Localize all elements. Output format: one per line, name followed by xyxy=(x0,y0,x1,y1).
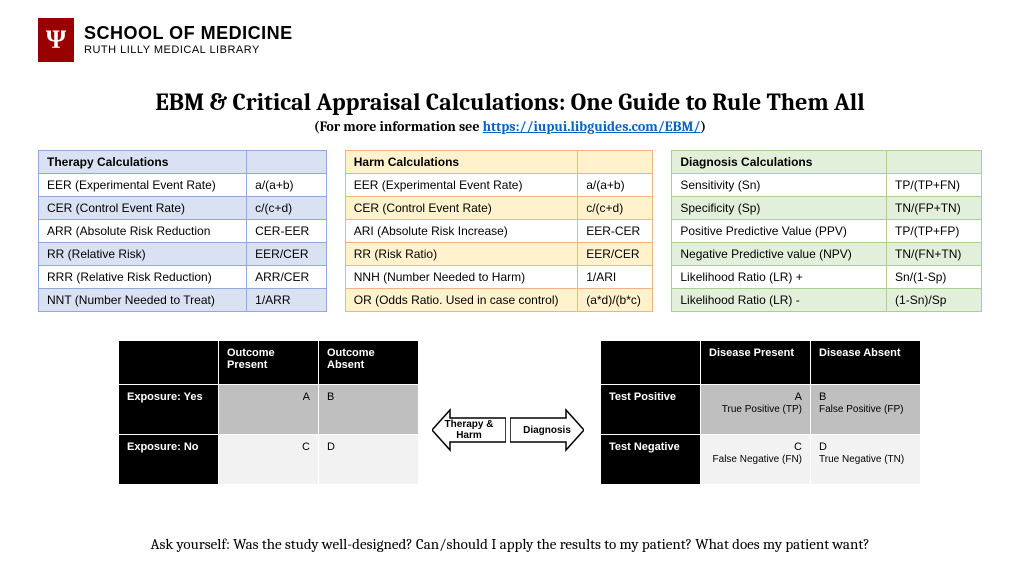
grid-cell-sub: True Positive (TP) xyxy=(722,404,802,415)
table-cell: ARR/CER xyxy=(247,266,327,289)
table-cell: (a*d)/(b*c) xyxy=(578,289,653,312)
grid-row-header: Test Negative xyxy=(601,435,701,485)
grid-cell: B xyxy=(327,391,334,403)
grid-col-header: Disease Absent xyxy=(811,341,921,385)
grid-col-header: Outcome Absent xyxy=(319,341,419,385)
grid-col-header: Disease Present xyxy=(701,341,811,385)
grid-cell: C xyxy=(794,441,802,453)
table-cell: EER/CER xyxy=(578,243,653,266)
table-cell: TN/(FP+TN) xyxy=(887,197,982,220)
table-cell: RRR (Relative Risk Reduction) xyxy=(39,266,247,289)
grid-cell-sub: False Negative (FN) xyxy=(713,454,802,465)
arrow-right: Diagnosis xyxy=(510,408,584,452)
table-cell: CER-EER xyxy=(247,220,327,243)
grid-cell-sub: True Negative (TN) xyxy=(819,454,904,465)
grid-cell: D xyxy=(327,441,335,453)
grid-cell: C xyxy=(302,441,310,453)
grid-row-header: Test Positive xyxy=(601,385,701,435)
table-cell: EER (Experimental Event Rate) xyxy=(345,174,577,197)
table-cell: Positive Predictive Value (PPV) xyxy=(672,220,887,243)
footer-question: Ask yourself: Was the study well-designe… xyxy=(0,535,1020,553)
logo-badge: Ψ xyxy=(38,18,74,62)
diagnosis-table: Diagnosis Calculations Sensitivity (Sn)T… xyxy=(671,150,982,312)
grid-cell: A xyxy=(795,391,802,403)
table-cell: OR (Odds Ratio. Used in case control) xyxy=(345,289,577,312)
logo-sub-text: RUTH LILLY MEDICAL LIBRARY xyxy=(84,45,293,57)
diagnosis-header: Diagnosis Calculations xyxy=(672,151,887,174)
table-cell: Negative Predictive value (NPV) xyxy=(672,243,887,266)
subtitle-suffix: ) xyxy=(700,118,706,135)
table-cell: TP/(TP+FN) xyxy=(887,174,982,197)
arrow-right-label: Diagnosis xyxy=(510,408,584,452)
table-cell: Sensitivity (Sn) xyxy=(672,174,887,197)
table-cell: EER (Experimental Event Rate) xyxy=(39,174,247,197)
table-cell: EER/CER xyxy=(247,243,327,266)
grid-cell: D xyxy=(819,441,827,453)
harm-header: Harm Calculations xyxy=(345,151,577,174)
calculation-tables: Therapy Calculations EER (Experimental E… xyxy=(38,150,982,312)
grid-row-header: Exposure: No xyxy=(119,435,219,485)
table-cell: 1/ARI xyxy=(578,266,653,289)
logo: Ψ SCHOOL OF MEDICINE RUTH LILLY MEDICAL … xyxy=(38,18,293,62)
table-cell: EER-CER xyxy=(578,220,653,243)
table-cell: 1/ARR xyxy=(247,289,327,312)
subtitle-prefix: (For more information see xyxy=(314,118,483,135)
therapy-table: Therapy Calculations EER (Experimental E… xyxy=(38,150,327,312)
therapy-header: Therapy Calculations xyxy=(39,151,247,174)
table-cell: RR (Risk Ratio) xyxy=(345,243,577,266)
exposure-outcome-grid: Outcome Present Outcome Absent Exposure:… xyxy=(118,340,419,485)
table-cell: CER (Control Event Rate) xyxy=(345,197,577,220)
arrow-left-label: Therapy & Harm xyxy=(432,408,506,452)
table-cell: NNT (Number Needed to Treat) xyxy=(39,289,247,312)
grid-cell: A xyxy=(303,391,310,403)
page-subtitle: (For more information see https://iupui.… xyxy=(0,118,1020,135)
table-cell: (1-Sn)/Sp xyxy=(887,289,982,312)
grid-cell: B xyxy=(819,391,826,403)
table-cell: c/(c+d) xyxy=(578,197,653,220)
table-cell: c/(c+d) xyxy=(247,197,327,220)
table-cell: a/(a+b) xyxy=(578,174,653,197)
grid-row-header: Exposure: Yes xyxy=(119,385,219,435)
table-cell: RR (Relative Risk) xyxy=(39,243,247,266)
table-cell: Likelihood Ratio (LR) - xyxy=(672,289,887,312)
arrow-left: Therapy & Harm xyxy=(432,408,506,452)
table-cell: NNH (Number Needed to Harm) xyxy=(345,266,577,289)
harm-table: Harm Calculations EER (Experimental Even… xyxy=(345,150,654,312)
table-cell: ARR (Absolute Risk Reduction xyxy=(39,220,247,243)
table-cell: a/(a+b) xyxy=(247,174,327,197)
grid-col-header: Outcome Present xyxy=(219,341,319,385)
table-cell: Specificity (Sp) xyxy=(672,197,887,220)
table-cell: TP/(TP+FP) xyxy=(887,220,982,243)
table-cell: CER (Control Event Rate) xyxy=(39,197,247,220)
test-disease-grid: Disease Present Disease Absent Test Posi… xyxy=(600,340,921,485)
grid-cell-sub: False Positive (FP) xyxy=(819,404,903,415)
table-cell: Sn/(1-Sp) xyxy=(887,266,982,289)
logo-main-text: SCHOOL OF MEDICINE xyxy=(84,24,293,43)
table-cell: TN/(FN+TN) xyxy=(887,243,982,266)
table-cell: ARI (Absolute Risk Increase) xyxy=(345,220,577,243)
page-title: EBM & Critical Appraisal Calculations: O… xyxy=(0,88,1020,116)
arrows: Therapy & Harm Diagnosis xyxy=(432,408,584,452)
subtitle-link[interactable]: https://iupui.libguides.com/EBM/ xyxy=(483,118,701,135)
table-cell: Likelihood Ratio (LR) + xyxy=(672,266,887,289)
